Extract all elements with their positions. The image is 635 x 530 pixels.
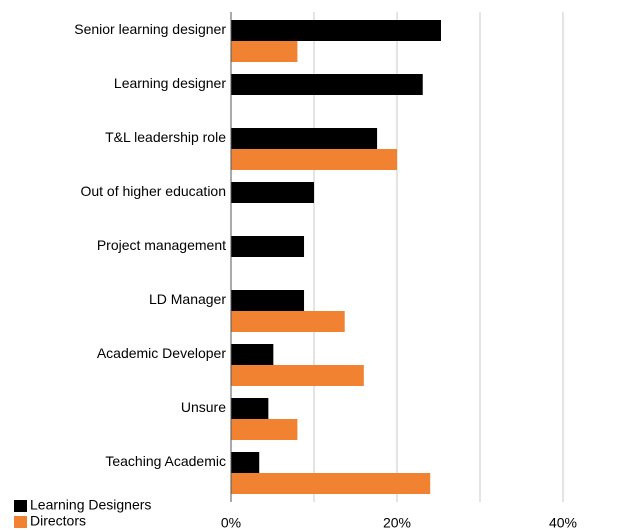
- y-tick-label: Learning designer: [114, 75, 226, 91]
- y-tick-label: LD Manager: [149, 291, 226, 307]
- bar: [231, 419, 298, 440]
- bar: [231, 182, 314, 203]
- bar: [231, 311, 345, 332]
- bar: [231, 290, 305, 311]
- y-tick-label: Senior learning designer: [74, 21, 226, 37]
- bar: [231, 398, 269, 419]
- legend-swatch: [14, 500, 27, 512]
- y-tick-label: Project management: [97, 237, 226, 253]
- y-tick-label: T&L leadership role: [105, 129, 226, 145]
- bar: [231, 344, 274, 365]
- bar: [231, 128, 378, 149]
- x-tick-label: 40%: [549, 515, 577, 530]
- legend-label: Directors: [30, 513, 86, 529]
- x-tick-label: 20%: [383, 515, 411, 530]
- bar: [231, 74, 423, 95]
- bar: [231, 236, 305, 257]
- bar: [231, 149, 397, 170]
- legend-label: Learning Designers: [30, 497, 151, 513]
- bar: [231, 41, 298, 62]
- bar: [231, 473, 431, 494]
- bar: [231, 20, 441, 41]
- bar: [231, 452, 260, 473]
- y-tick-label: Out of higher education: [80, 183, 226, 199]
- legend-swatch: [14, 516, 27, 528]
- y-tick-label: Teaching Academic: [105, 453, 226, 469]
- x-tick-label: 0%: [221, 515, 241, 530]
- y-tick-label: Unsure: [181, 399, 226, 415]
- y-tick-label: Academic Developer: [97, 345, 227, 361]
- bar: [231, 365, 364, 386]
